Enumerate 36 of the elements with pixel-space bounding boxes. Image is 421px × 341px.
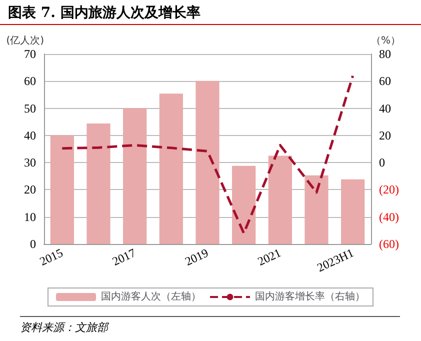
bar — [232, 166, 256, 244]
x-tick-label: 2017 — [110, 246, 138, 268]
chart-title: 图表 7. 国内旅游人次及增长率 — [8, 4, 200, 22]
bar — [86, 123, 110, 244]
bar — [268, 156, 292, 244]
y-tick-label: 0 — [30, 237, 36, 251]
y2-tick-label: (60) — [379, 237, 399, 251]
legend-label: 国内游客增长率（右轴） — [255, 290, 365, 302]
bar — [341, 179, 365, 244]
y-axis-title: (亿人次) — [6, 36, 44, 46]
bar — [50, 135, 74, 244]
y2-tick-label: (20) — [379, 182, 399, 197]
legend-label: 国内游客人次（左轴） — [101, 290, 201, 302]
y-tick-label: 30 — [24, 156, 36, 170]
y2-tick-label: 20 — [379, 128, 391, 142]
y2-tick-label: (40) — [379, 210, 399, 224]
y-tick-label: 50 — [24, 101, 36, 116]
x-tick-label: 2021 — [255, 246, 284, 268]
y-tick-label: 40 — [24, 128, 36, 142]
y-tick-label: 60 — [24, 74, 36, 88]
y2-tick-label: 60 — [379, 74, 391, 88]
y-tick-label: 10 — [24, 210, 36, 224]
x-tick-label: 2015 — [37, 246, 66, 268]
x-tick-label: 2019 — [182, 246, 210, 268]
text: 资料来源：文旅部 — [20, 316, 400, 335]
y2-tick-label: 40 — [379, 101, 391, 116]
y-tick-label: 20 — [24, 182, 36, 197]
y2-tick-label: 80 — [379, 47, 391, 61]
y-tick-label: 70 — [24, 47, 36, 61]
bar — [196, 80, 220, 244]
y2-tick-label: 0 — [379, 156, 385, 170]
line-series — [60, 74, 354, 234]
bar — [304, 175, 328, 244]
bar — [123, 108, 147, 244]
bar — [159, 94, 183, 244]
y2-axis-title: （%） — [371, 36, 401, 46]
